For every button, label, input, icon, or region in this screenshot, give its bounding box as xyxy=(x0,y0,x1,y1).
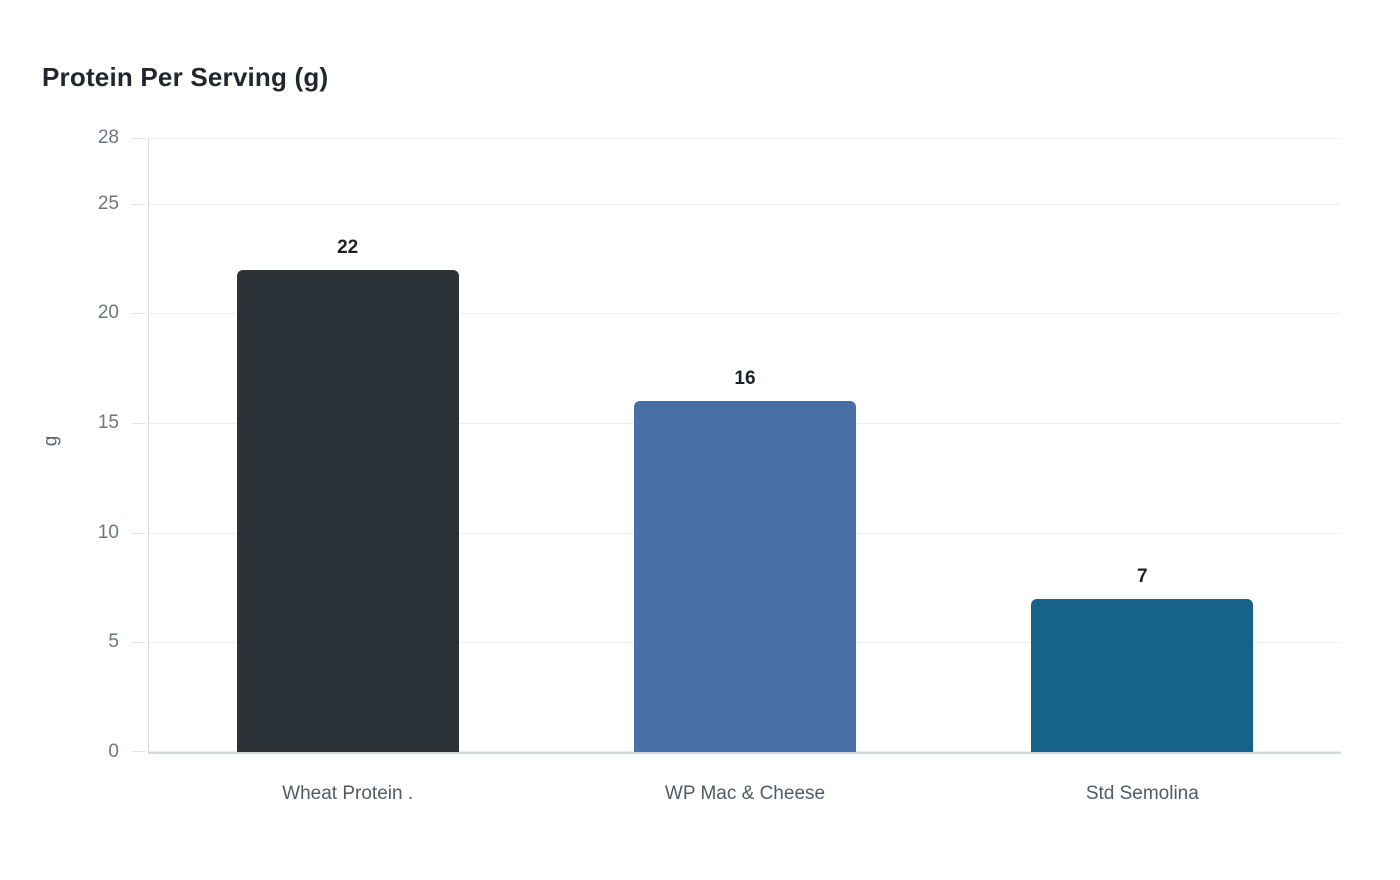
y-tick-mark xyxy=(132,532,145,534)
y-gridline xyxy=(149,313,1341,315)
y-tick-mark xyxy=(132,138,145,139)
y-tick-label: 25 xyxy=(97,192,119,214)
y-gridline xyxy=(149,138,1341,139)
bar xyxy=(236,269,459,752)
y-tick-label: 20 xyxy=(97,302,119,324)
y-tick-mark xyxy=(132,313,145,315)
bar xyxy=(634,401,856,752)
y-tick-label: 0 xyxy=(108,741,119,762)
y-tick-label: 28 xyxy=(97,127,119,148)
x-category-label: Wheat Protein . xyxy=(282,783,414,804)
y-tick-mark xyxy=(132,423,145,425)
y-tick-mark xyxy=(132,642,145,644)
x-category-label: Std Semolina xyxy=(1085,783,1199,804)
y-tick-label: 15 xyxy=(97,412,119,434)
x-category-label: WP Mac & Cheese xyxy=(664,783,826,804)
y-axis-label: g xyxy=(40,435,62,447)
plot-area: 0 5 10 15 20 25 28 22 Wheat Protein . 16 WP Mac & … xyxy=(98,127,1341,804)
y-tick-label: 5 xyxy=(108,631,119,653)
y-tick-label: 10 xyxy=(97,521,119,543)
bar-value-label: 7 xyxy=(1137,565,1148,587)
y-tick-mark xyxy=(132,751,145,752)
bar-value-label: 16 xyxy=(734,368,756,390)
chart-title: Protein Per Serving (g) xyxy=(42,62,329,92)
y-tick-mark xyxy=(132,203,145,205)
bar-value-label: 22 xyxy=(337,236,359,258)
bar xyxy=(1031,598,1254,752)
y-gridline xyxy=(149,203,1341,205)
